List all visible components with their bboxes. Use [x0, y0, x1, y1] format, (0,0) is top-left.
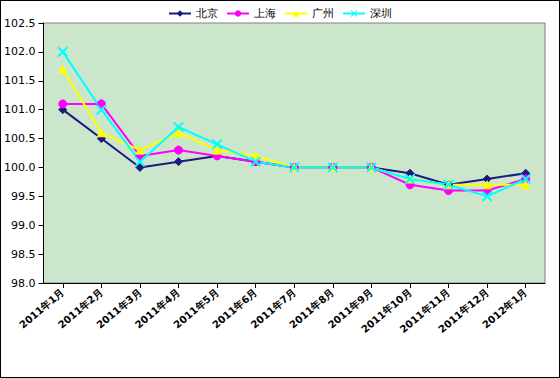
svg-text:100.0: 100.0 [4, 161, 36, 174]
svg-text:2011年2月: 2011年2月 [55, 286, 105, 331]
svg-text:北京: 北京 [196, 7, 218, 20]
svg-text:2011年4月: 2011年4月 [133, 286, 182, 331]
svg-text:深圳: 深圳 [370, 7, 392, 20]
svg-text:2011年9月: 2011年9月 [325, 286, 375, 331]
svg-text:2011年6月: 2011年6月 [210, 286, 260, 331]
svg-text:98.5: 98.5 [11, 248, 36, 261]
svg-text:2011年10月: 2011年10月 [359, 286, 414, 335]
svg-text:101.0: 101.0 [4, 103, 36, 116]
svg-text:2011年12月: 2011年12月 [436, 287, 490, 335]
svg-text:102.0: 102.0 [4, 45, 36, 58]
svg-text:101.5: 101.5 [4, 74, 36, 87]
svg-text:上海: 上海 [254, 7, 276, 20]
svg-text:99.5: 99.5 [11, 190, 36, 203]
svg-text:2011年11月: 2011年11月 [397, 286, 453, 335]
svg-text:2011年7月: 2011年7月 [248, 286, 298, 331]
svg-text:2011年3月: 2011年3月 [94, 286, 144, 331]
svg-text:100.5: 100.5 [4, 132, 36, 145]
svg-text:2011年5月: 2011年5月 [171, 286, 221, 331]
svg-text:102.5: 102.5 [4, 17, 36, 30]
svg-text:2011年8月: 2011年8月 [287, 286, 337, 331]
svg-text:广州: 广州 [312, 7, 334, 20]
svg-text:98.0: 98.0 [11, 277, 36, 290]
svg-text:2012年1月: 2012年1月 [480, 287, 529, 331]
svg-text:99.0: 99.0 [11, 219, 36, 232]
svg-text:2011年1月: 2011年1月 [17, 286, 67, 331]
